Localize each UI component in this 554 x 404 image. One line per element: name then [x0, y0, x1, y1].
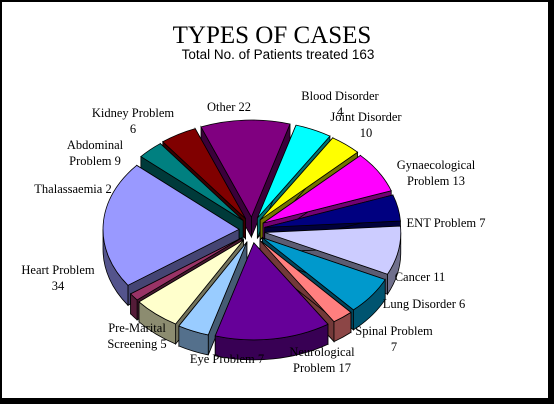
slice-top — [214, 242, 329, 341]
slice-top — [259, 137, 359, 221]
slice-label: Abdominal Problem 9 — [67, 138, 124, 168]
slice-label-line: Kidney Problem — [92, 106, 175, 120]
slice-label-line: Other 22 — [207, 100, 251, 114]
slice-label: Gynaecological Problem 13 — [397, 158, 476, 188]
slice-label-line: ENT Problem 7 — [407, 216, 486, 230]
slice-label: Cancer 11 — [395, 270, 446, 284]
slice-label-line: 34 — [52, 279, 65, 293]
slice-top — [200, 119, 291, 218]
slice-label: Blood Disorder 4 — [301, 89, 379, 119]
slice-label-line: Pre-Marital — [108, 321, 166, 335]
slice-top — [264, 225, 402, 275]
slice-label-line: Neurological — [289, 345, 355, 359]
pie-slice — [214, 241, 329, 361]
slice-label-line: Abdominal — [67, 138, 124, 152]
slice-label-line: Thalassaemia 2 — [34, 182, 111, 196]
slice-label-line: Blood Disorder — [301, 89, 379, 103]
pie-slice — [178, 240, 248, 356]
slice-top — [262, 154, 392, 224]
pie-slices — [102, 119, 402, 361]
slice-label-line: Problem 9 — [69, 154, 121, 168]
slice-label: Heart Problem 34 — [21, 263, 95, 293]
slice-label: Lung Disorder 6 — [383, 297, 466, 311]
slice-label-line: Lung Disorder 6 — [383, 297, 466, 311]
slice-label-line: Screening 5 — [107, 337, 166, 351]
chart-title: TYPES OF CASES — [173, 22, 372, 49]
slice-label: Thalassaemia 2 — [34, 182, 111, 196]
slice-top — [162, 128, 246, 219]
slice-top — [256, 124, 331, 219]
slice-top — [138, 239, 244, 325]
slice-top — [264, 194, 401, 228]
slice-label: Kidney Problem 6 — [92, 106, 175, 136]
slice-label-line: Gynaecological — [397, 158, 476, 172]
slice-label: Neurological Problem 17 — [289, 345, 355, 375]
slice-label: Spinal Problem 7 — [355, 324, 433, 354]
slice-top — [129, 237, 242, 301]
slice-top — [259, 240, 352, 323]
slice-label-line: Heart Problem — [21, 263, 95, 277]
slice-label-line: Problem 17 — [293, 361, 351, 375]
slice-label-line: Cancer 11 — [395, 270, 446, 284]
slice-top — [102, 164, 240, 286]
slice-label: Pre-Marital Screening 5 — [107, 321, 166, 351]
slice-label: ENT Problem 7 — [407, 216, 486, 230]
slice-label-line: 6 — [130, 122, 136, 136]
slice-label-line: Spinal Problem — [355, 324, 433, 338]
slice-label-line: Eye Problem 7 — [190, 352, 264, 366]
slice-label-line: Problem 13 — [407, 174, 465, 188]
slice-label: Other 22 — [207, 100, 251, 114]
slice-top — [140, 143, 244, 221]
slice-label: Joint Disorder 10 — [330, 110, 402, 140]
slice-label-line: 10 — [360, 126, 373, 140]
slice-top — [178, 241, 248, 336]
slice-label-line: 4 — [337, 105, 344, 119]
slice-top — [262, 237, 386, 311]
slice-label-line: Joint Disorder — [330, 110, 402, 124]
slice-label: Eye Problem 7 — [190, 352, 264, 366]
chart-subtitle: Total No. of Patients treated 163 — [182, 47, 375, 62]
slice-label-line: 7 — [391, 340, 397, 354]
